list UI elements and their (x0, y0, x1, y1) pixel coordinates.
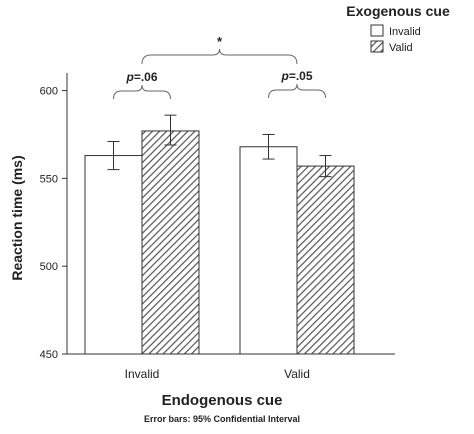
x-category-label-valid: Valid (284, 367, 310, 381)
legend-swatch-invalid (370, 24, 384, 37)
bracket-valid (268, 83, 326, 99)
significance-brackets: p=.06 p=.05* (113, 34, 326, 100)
bracket-invalid (113, 84, 171, 100)
y-tick-label-550: 550 (40, 173, 58, 185)
legend: Exogenous cue Invalid Valid (346, 3, 450, 54)
y-tick-label-450: 450 (40, 349, 58, 361)
footnote: Error bars: 95% Confidential Interval (144, 414, 300, 424)
x-category-label-invalid: Invalid (125, 367, 160, 381)
p-value: =.05 (289, 69, 313, 83)
legend-label-invalid: Invalid (389, 26, 421, 38)
legend-swatch-valid (370, 40, 384, 53)
bar-invalid-valid (141, 130, 200, 355)
p-value: =.06 (134, 70, 158, 84)
legend-title: Exogenous cue (346, 3, 450, 19)
y-axis-label: Reaction time (ms) (9, 155, 25, 280)
p-symbol: p (125, 70, 133, 84)
y-ticks: 450 500 550 600 (40, 86, 67, 361)
p-symbol: p (280, 69, 288, 83)
bars (84, 130, 355, 355)
p-value-label-invalid: p=.06 (125, 70, 157, 84)
y-tick-label-600: 600 (40, 86, 58, 98)
y-tick-label-500: 500 (40, 261, 58, 273)
p-value-label-valid: p=.05 (280, 69, 312, 83)
bar-valid-invalid (239, 146, 298, 355)
legend-label-valid: Valid (389, 42, 413, 54)
bracket-between-categories (141, 48, 298, 65)
x-axis-label: Endogenous cue (162, 392, 283, 409)
significance-star: * (217, 34, 223, 49)
x-categories: Invalid Valid (125, 367, 310, 381)
error-bars (107, 114, 332, 178)
bar-invalid-invalid (84, 155, 143, 355)
bar-valid-valid (296, 165, 355, 355)
